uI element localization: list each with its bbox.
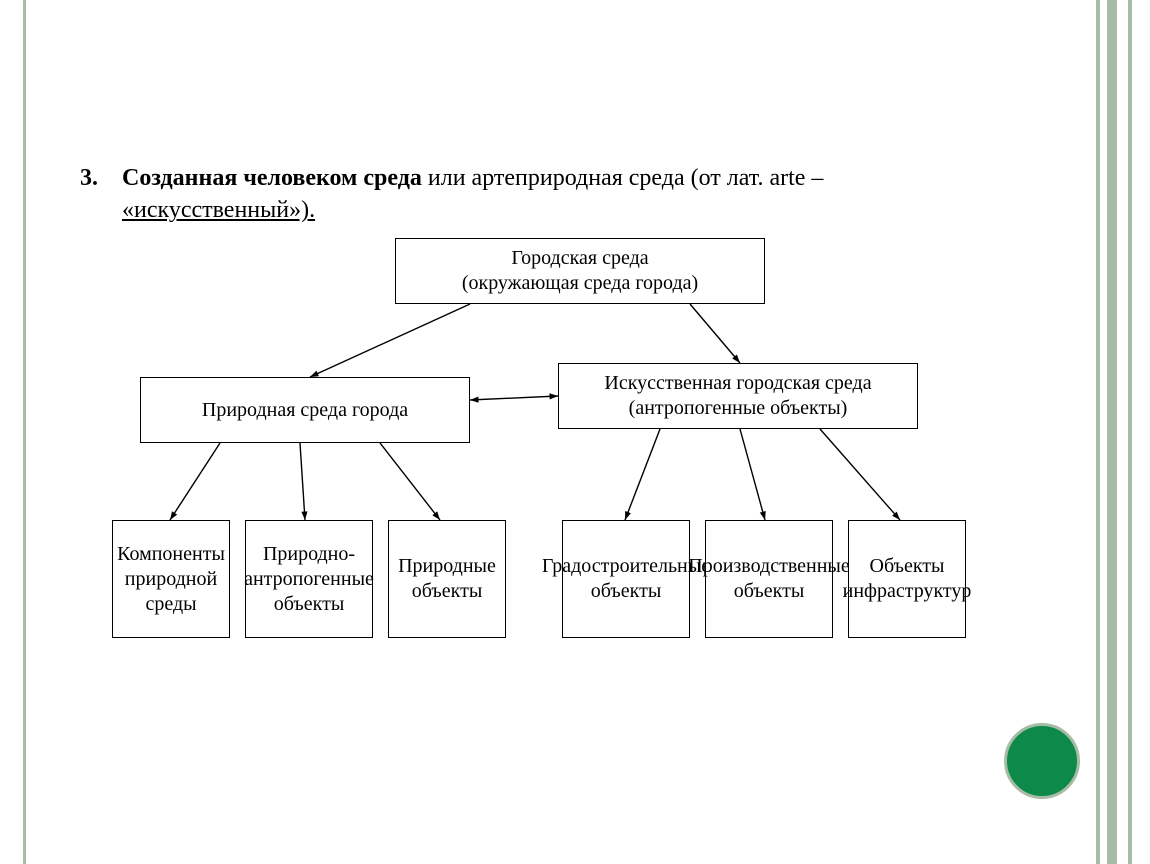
node-c6-text: Объекты инфраструктур	[843, 554, 972, 604]
decor-line-right-3	[1128, 0, 1132, 864]
node-c5: Производственные объекты	[705, 520, 833, 638]
heading: 3. Созданная человеком среда или артепри…	[80, 162, 1040, 227]
heading-underlined: «искусственный»).	[122, 197, 315, 223]
decor-line-right-1	[1096, 0, 1100, 864]
node-c1-text: Компоненты природной среды	[117, 542, 225, 617]
heading-number: 3.	[80, 165, 98, 191]
node-c1: Компоненты природной среды	[112, 520, 230, 638]
node-root-line1: Городская среда	[462, 246, 698, 271]
node-right-line1: Искусственная городская среда	[604, 371, 871, 396]
node-c6: Объекты инфраструктур	[848, 520, 966, 638]
slide: 3. Созданная человеком среда или артепри…	[0, 0, 1150, 864]
node-c2-text: Природно-антропогенные объекты	[244, 542, 374, 617]
node-c3: Природные объекты	[388, 520, 506, 638]
node-root-line2: (окружающая среда города)	[462, 271, 698, 296]
decor-circle-icon	[1004, 723, 1080, 799]
heading-bold: Созданная человеком среда	[122, 165, 422, 191]
decor-line-right-2	[1107, 0, 1117, 864]
heading-rest: или артеприродная среда (от лат. arte –	[428, 165, 824, 191]
node-c4-text: Градостроительные объекты	[542, 554, 710, 604]
node-c2: Природно-антропогенные объекты	[245, 520, 373, 638]
node-c3-text: Природные объекты	[395, 554, 499, 604]
node-left: Природная среда города	[140, 377, 470, 443]
node-c5-text: Производственные объекты	[688, 554, 850, 604]
node-left-line1: Природная среда города	[202, 398, 408, 423]
node-right: Искусственная городская среда (антропоге…	[558, 363, 918, 429]
node-root: Городская среда (окружающая среда города…	[395, 238, 765, 304]
node-c4: Градостроительные объекты	[562, 520, 690, 638]
decor-line-left	[23, 0, 26, 864]
node-right-line2: (антропогенные объекты)	[604, 396, 871, 421]
